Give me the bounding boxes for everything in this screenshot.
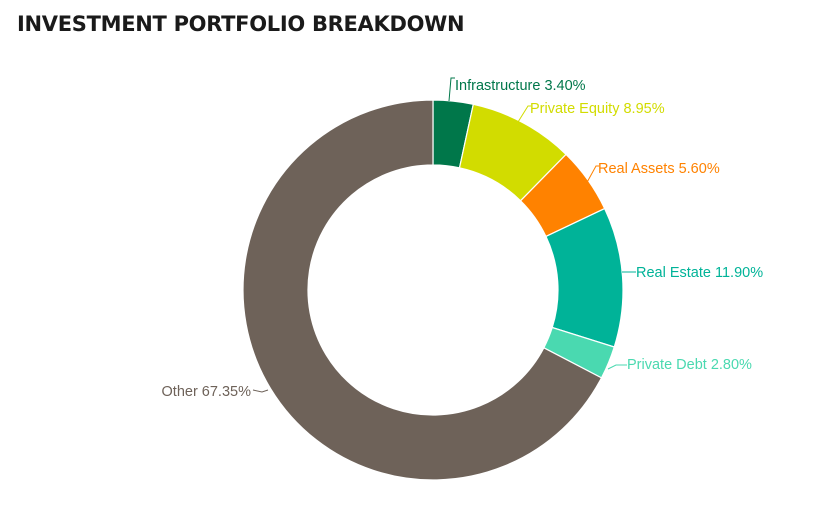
data-label: Infrastructure 3.40%: [455, 78, 586, 94]
data-label: Other 67.35%: [162, 384, 252, 400]
chart-title: INVESTMENT PORTFOLIO BREAKDOWN: [17, 12, 465, 36]
data-label: Private Debt 2.80%: [627, 357, 752, 373]
data-label: Private Equity 8.95%: [530, 101, 665, 117]
leader-line: [252, 389, 269, 393]
leader-line: [607, 364, 627, 370]
slice-other[interactable]: [242, 99, 603, 481]
leader-line: [448, 77, 455, 102]
data-label: Real Assets 5.60%: [598, 161, 720, 177]
data-label: Real Estate 11.90%: [636, 265, 763, 281]
leader-line: [517, 105, 531, 123]
leader-line: [584, 165, 599, 187]
